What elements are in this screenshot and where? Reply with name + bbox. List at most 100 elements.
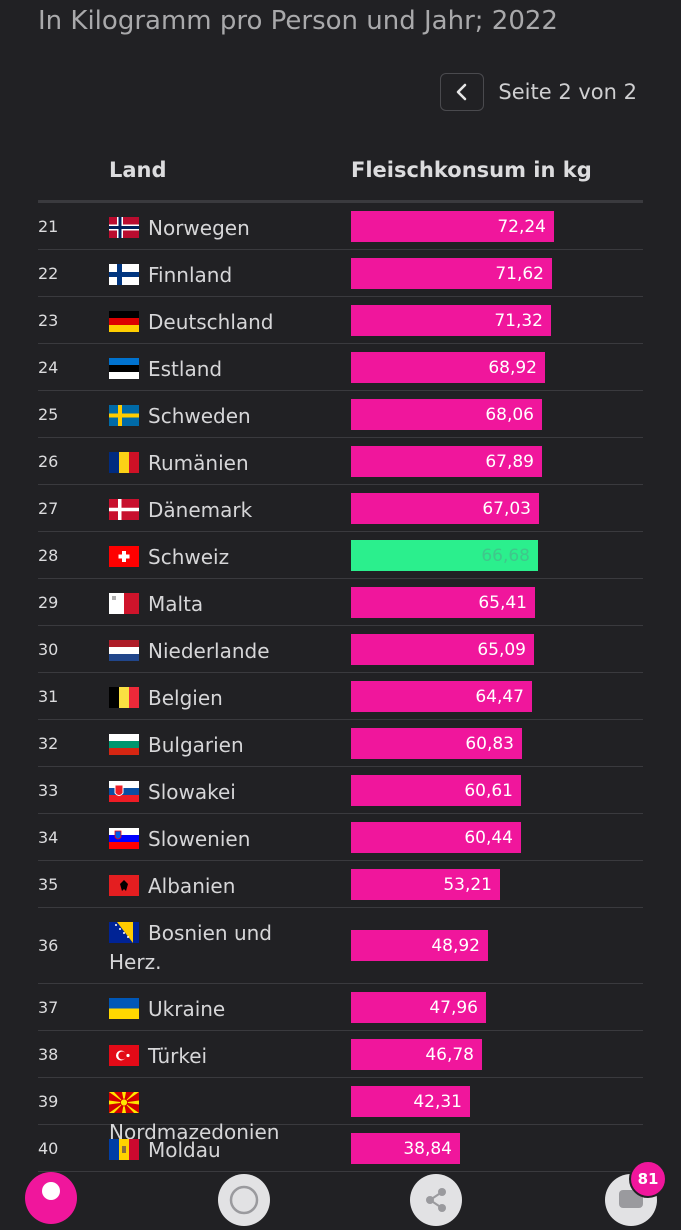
value-label: 67,89 [485, 451, 534, 472]
country-cell: Estland [109, 355, 309, 384]
table-row: 35 Albanien 53,21 [38, 861, 643, 908]
share-icon [426, 1188, 446, 1212]
rank-cell: 36 [38, 936, 59, 955]
table-row: 28 Schweiz 66,68 [38, 532, 643, 579]
value-bar: 66,68 [351, 540, 538, 571]
value-bar: 71,32 [351, 305, 551, 336]
value-label: 60,61 [464, 780, 513, 801]
value-bar: 72,24 [351, 211, 554, 242]
country-cell: Moldau [109, 1136, 309, 1165]
pagination: Seite 2 von 2 [440, 72, 637, 112]
value-bar: 68,06 [351, 399, 542, 430]
country-name: Bosnien und Herz. [109, 921, 272, 974]
value-label: 53,21 [443, 874, 492, 895]
value-label: 65,09 [477, 639, 526, 660]
country-name: Bulgarien [148, 733, 244, 757]
netherlands-flag-icon [109, 640, 139, 661]
country-name: Belgien [148, 686, 223, 710]
rank-cell: 28 [38, 545, 59, 565]
table-row: 37 Ukraine 47,96 [38, 984, 643, 1031]
country-name: Rumänien [148, 451, 249, 475]
moldova-flag-icon [109, 1139, 139, 1160]
malta-flag-icon [109, 593, 139, 614]
rank-cell: 37 [38, 997, 59, 1017]
value-bar: 60,83 [351, 728, 522, 759]
table-row: 26 Rumänien 67,89 [38, 438, 643, 485]
whatsapp-button[interactable] [218, 1174, 270, 1226]
rank-cell: 32 [38, 733, 59, 753]
rank-cell: 35 [38, 874, 59, 894]
country-cell: Slowakei [109, 778, 309, 807]
romania-flag-icon [109, 452, 139, 473]
value-label: 68,06 [485, 404, 534, 425]
rank-cell: 29 [38, 592, 59, 612]
country-cell: Norwegen [109, 214, 309, 243]
rank-cell: 34 [38, 827, 59, 847]
table-row: 36 Bosnien und Herz. 48,92 [38, 908, 643, 984]
north-macedonia-flag-icon [109, 1092, 139, 1113]
table-row: 31 Belgien 64,47 [38, 673, 643, 720]
account-button[interactable] [25, 1172, 77, 1224]
finland-flag-icon [109, 264, 139, 285]
phone-icon [229, 1185, 259, 1215]
country-cell: Bulgarien [109, 731, 309, 760]
column-header-value[interactable]: Fleischkonsum in kg [351, 158, 592, 182]
slovakia-flag-icon [109, 781, 139, 802]
rank-cell: 38 [38, 1044, 59, 1064]
value-bar: 68,92 [351, 352, 545, 383]
value-bar: 67,89 [351, 446, 542, 477]
country-cell: Dänemark [109, 496, 309, 525]
bosnia-flag-icon [109, 922, 139, 943]
switzerland-flag-icon [109, 546, 139, 567]
rank-cell: 40 [38, 1138, 59, 1158]
table-row: 24 Estland 68,92 [38, 344, 643, 391]
estonia-flag-icon [109, 358, 139, 379]
germany-flag-icon [109, 311, 139, 332]
country-name: Albanien [148, 874, 236, 898]
country-cell: Schweiz [109, 543, 309, 572]
column-header-land[interactable]: Land [109, 158, 167, 182]
value-label: 71,62 [495, 263, 544, 284]
table-row: 30 Niederlande 65,09 [38, 626, 643, 673]
country-cell: Albanien [109, 872, 309, 901]
value-bar: 48,92 [351, 930, 488, 961]
country-name: Niederlande [148, 639, 270, 663]
chart-subtitle: In Kilogramm pro Person und Jahr; 2022 [38, 6, 558, 36]
value-label: 60,83 [465, 733, 514, 754]
country-name: Moldau [148, 1138, 221, 1162]
albania-flag-icon [109, 875, 139, 896]
value-bar: 47,96 [351, 992, 486, 1023]
value-bar: 38,84 [351, 1133, 460, 1164]
value-bar: 64,47 [351, 681, 532, 712]
rank-cell: 33 [38, 780, 59, 800]
country-name: Finnland [148, 263, 233, 287]
value-label: 68,92 [488, 357, 537, 378]
value-bar: 42,31 [351, 1086, 470, 1117]
denmark-flag-icon [109, 499, 139, 520]
rank-cell: 39 [38, 1091, 59, 1111]
value-bar: 60,44 [351, 822, 521, 853]
page-indicator: Seite 2 von 2 [498, 80, 637, 104]
value-label: 72,24 [497, 216, 546, 237]
norway-flag-icon [109, 217, 139, 238]
country-cell: Rumänien [109, 449, 309, 478]
table-row: 21 Norwegen 72,24 [38, 203, 643, 250]
table-body: 21 Norwegen 72,24 22 Finnland 71,62 23 Deutschl… [38, 203, 643, 1172]
table-row: 38 Türkei 46,78 [38, 1031, 643, 1078]
country-cell: Finnland [109, 261, 309, 290]
rank-cell: 25 [38, 404, 59, 424]
country-name: Schweden [148, 404, 251, 428]
previous-page-button[interactable] [440, 73, 485, 111]
value-bar: 46,78 [351, 1039, 482, 1070]
value-label: 71,32 [494, 310, 543, 331]
value-label: 47,96 [429, 997, 478, 1018]
bulgaria-flag-icon [109, 734, 139, 755]
share-button[interactable] [410, 1174, 462, 1226]
table-row: 34 Slowenien 60,44 [38, 814, 643, 861]
rank-cell: 23 [38, 310, 59, 330]
country-name: Slowakei [148, 780, 236, 804]
rank-cell: 26 [38, 451, 59, 471]
table-row: 29 Malta 65,41 [38, 579, 643, 626]
rank-cell: 24 [38, 357, 59, 377]
person-icon [42, 1182, 60, 1200]
